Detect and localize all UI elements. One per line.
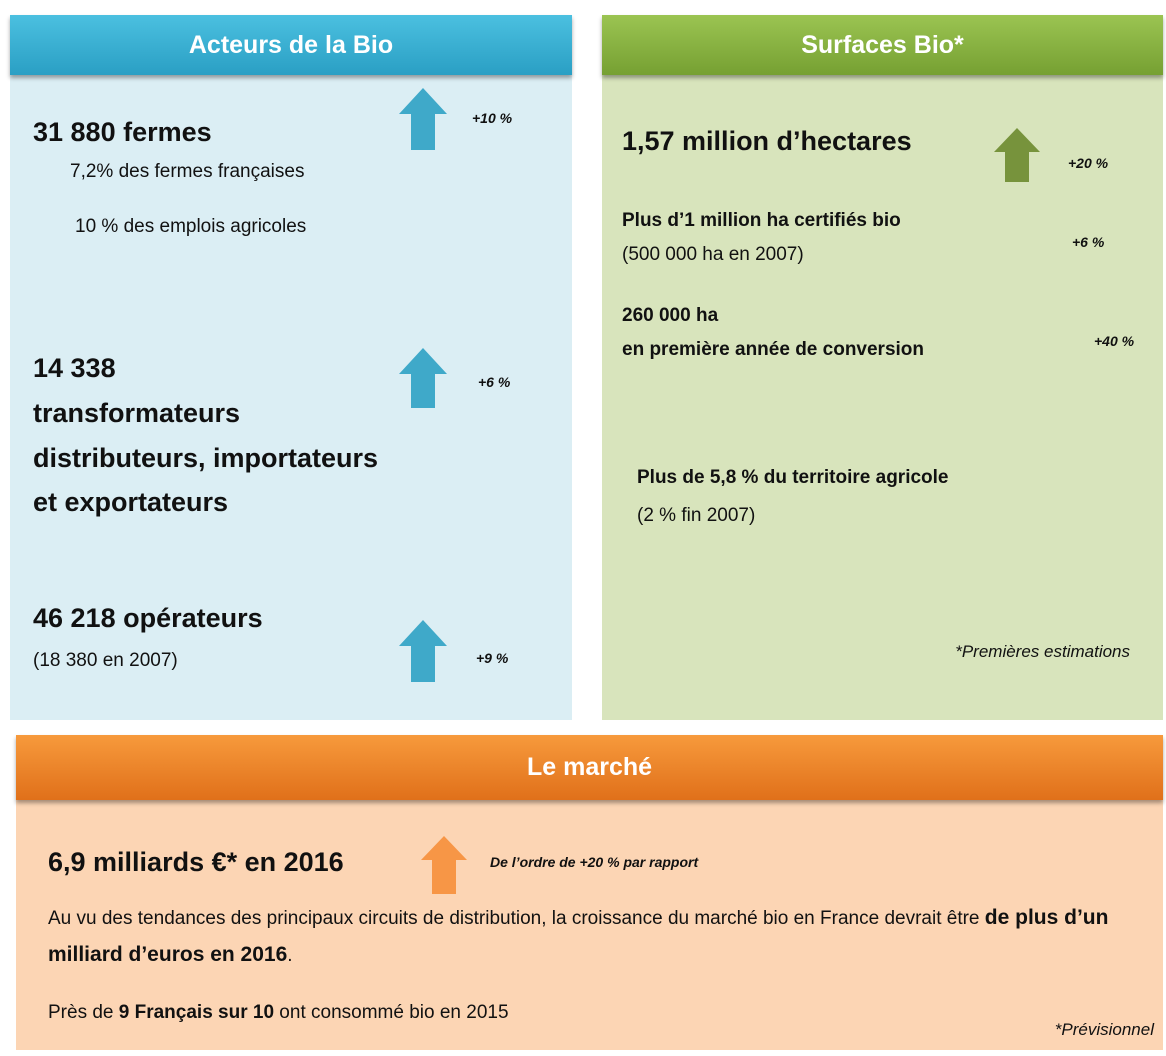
headline: en première année de conversion [622,339,925,360]
surfaces-header: Surfaces Bio* [602,15,1163,75]
headline: 14 338 [33,353,116,383]
acteurs-panel [10,75,572,720]
headline: transformateurs [33,398,241,428]
change: +10 % [472,110,513,126]
headline: 46 218 opérateurs [33,603,263,633]
paragraph: Au vu des tendances des principaux circu… [48,900,1143,974]
text: Au vu des tendances des principaux circu… [48,908,985,929]
footnote: *Premières estimations [955,642,1130,661]
footnote: *Prévisionnel [1054,1020,1154,1039]
change: +9 % [476,650,509,666]
arrow [399,620,447,682]
headline: 1,57 million d’hectares [622,126,912,156]
text: 10 % des emplois agricoles [75,216,307,237]
marche-title: Le marché [526,753,653,781]
text: ont consommé bio en 2015 [274,1002,509,1023]
change: De l’ordre de +20 % par rapport [490,854,699,870]
acteurs-title: Acteurs de la Bio [188,30,394,59]
change: +6 % [478,374,511,390]
text: Près de [48,1002,119,1023]
consumption: Près de 9 Français sur 10 ont consommé b… [48,1002,509,1025]
headline: Plus de 5,8 % du territoire agricole [637,467,949,488]
text: . [287,945,293,966]
surfaces-panel [602,75,1163,720]
headline: et exportateurs [33,487,229,517]
change: +6 % [1072,234,1105,250]
marche-panel [16,800,1163,1050]
headline: Plus d’1 million ha certifiés bio [622,210,901,231]
headline: distributeurs, importateurs [33,443,379,473]
headline: 31 880 fermes [33,117,212,147]
note: (2 % fin 2007) [637,505,756,526]
note: (18 380 en 2007) [33,650,178,671]
text: 7,2% des fermes françaises [70,161,305,182]
change: +20 % [1068,155,1109,171]
emphasis: de plus d’un milliard d’euros en 2016 [48,906,1109,966]
emphasis: 9 Français sur 10 [118,1002,275,1023]
arrow [994,128,1040,182]
acteurs-header: Acteurs de la Bio [10,15,572,75]
arrow [399,88,447,150]
arrow [399,348,447,408]
headline: 260 000 ha [622,305,719,326]
headline: 6,9 milliards €* en 2016 [48,847,344,877]
change: +40 % [1094,333,1135,349]
marche-header: Le marché [16,735,1163,800]
note: (500 000 ha en 2007) [622,244,804,265]
surfaces-title: Surfaces Bio* [801,30,964,59]
arrow [421,836,467,894]
